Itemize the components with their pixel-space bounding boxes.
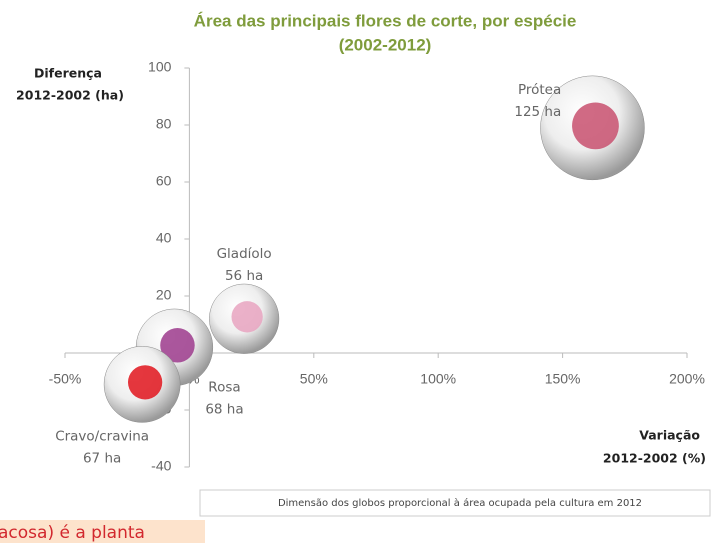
y-axis-title: 2012-2002 (ha) bbox=[16, 88, 124, 103]
x-tick-label: 50% bbox=[300, 371, 328, 387]
chart-title: Área das principais flores de corte, por… bbox=[194, 11, 577, 30]
x-tick-label: 200% bbox=[669, 371, 705, 387]
footer-bg bbox=[0, 520, 205, 543]
y-axis-title: Diferença bbox=[34, 66, 102, 81]
flower bbox=[160, 328, 195, 363]
flower bbox=[128, 365, 163, 400]
bubble-value-label: 67 ha bbox=[83, 450, 121, 466]
y-tick-label: -40 bbox=[151, 458, 171, 474]
x-tick-label: -50% bbox=[49, 371, 82, 387]
note-box bbox=[199, 489, 711, 517]
footer-text: acosa) é a planta bbox=[0, 523, 145, 543]
y-tick-label: 100 bbox=[148, 59, 172, 75]
x-axis-title: 2012-2002 (%) bbox=[603, 451, 706, 466]
y-tick-label: 60 bbox=[156, 173, 172, 189]
x-tick-label: 100% bbox=[420, 371, 456, 387]
chart-subtitle: (2002-2012) bbox=[339, 35, 432, 54]
bubble-value-label: 56 ha bbox=[225, 268, 263, 284]
y-tick-label: 80 bbox=[156, 116, 172, 132]
flower bbox=[572, 102, 619, 150]
bubble-label: Gladíolo bbox=[217, 246, 272, 262]
note: Dimensão dos globos proporcional à área … bbox=[278, 497, 642, 509]
flower bbox=[231, 301, 263, 333]
bubble-label: Prótea bbox=[518, 82, 561, 98]
x-axis-title: Variação bbox=[639, 428, 700, 443]
bubble-value-label: 68 ha bbox=[205, 401, 243, 417]
x-tick-label: 150% bbox=[545, 371, 581, 387]
bubble-label: Rosa bbox=[208, 379, 240, 395]
bubble-label: Cravo/cravina bbox=[55, 428, 149, 444]
y-tick-label: 40 bbox=[156, 230, 172, 246]
y-tick-label: 20 bbox=[156, 287, 172, 303]
bubble-value-label: 125 ha bbox=[514, 104, 561, 120]
